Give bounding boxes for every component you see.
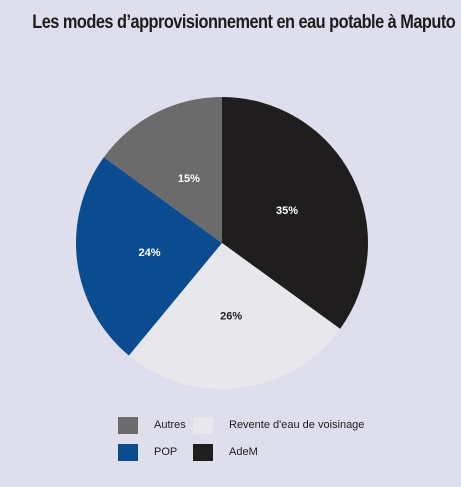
pie-slice-adem xyxy=(222,97,368,329)
pie-slice-pop xyxy=(76,157,222,356)
legend-label-autres: Autres xyxy=(154,419,186,431)
chart-title: Les modes d’approvisionnement en eau pot… xyxy=(32,12,456,33)
legend-item-adem: AdeM xyxy=(193,443,258,461)
legend-item-autres: Autres xyxy=(118,416,186,434)
pie-slice-revente-d-eau-de-voisinage xyxy=(128,243,341,390)
legend-swatch-autres xyxy=(118,416,138,434)
legend-label-pop: POP xyxy=(154,446,178,458)
legend-swatch-revente xyxy=(193,416,213,434)
pie-chart: 35% 26% 24% 15% xyxy=(76,97,368,390)
slice-label-autres: 15% xyxy=(178,173,200,185)
legend-swatch-pop xyxy=(118,443,138,461)
pie-slice-autres xyxy=(103,97,222,243)
legend-item-pop: POP xyxy=(118,443,177,461)
legend-label-revente: Revente d'eau de voisinage xyxy=(229,419,365,431)
legend-item-revente: Revente d'eau de voisinage xyxy=(193,416,364,434)
slice-label-revente-d-eau-de-voisinage: 26% xyxy=(220,310,242,322)
slice-label-pop: 24% xyxy=(139,247,161,259)
slice-label-adem: 35% xyxy=(276,205,298,217)
legend-swatch-adem xyxy=(193,443,213,461)
legend-label-adem: AdeM xyxy=(229,446,258,458)
